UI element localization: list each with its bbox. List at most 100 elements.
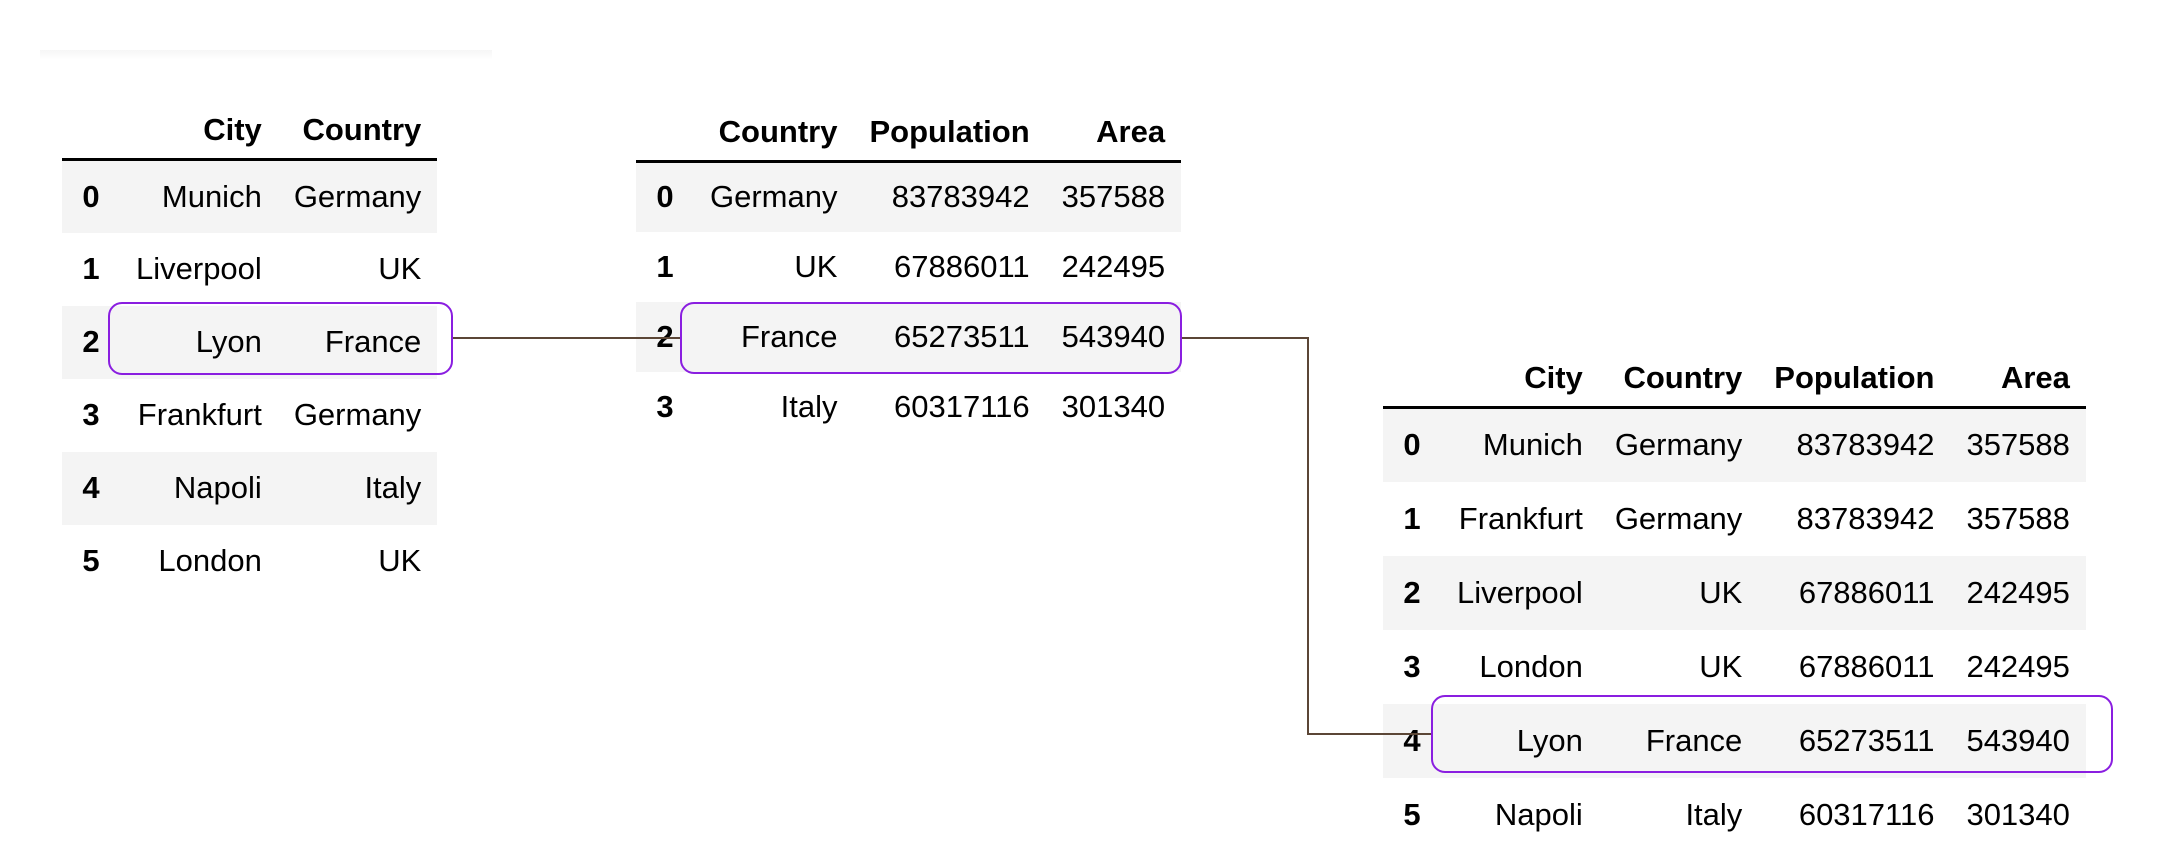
cell-population: 65273511 [1798,722,1935,758]
cell-city: Frankfurt [1458,500,1583,536]
cell-population: 65273511 [894,318,1030,354]
cell-city: London [1479,648,1583,684]
cell-city: Liverpool [136,251,262,286]
header-row: Country Population Area [636,100,1182,163]
column-header-city: City [1441,344,1599,409]
cell-area: 301340 [1061,388,1166,424]
table-row-highlighted: 2 Lyon France [62,305,438,379]
table-row: 3 London UK 67886011 242495 [1383,630,2086,704]
connector-right-to-merged [1181,337,1432,735]
cell-country: Italy [364,470,422,505]
table-row: 3 Italy 60317116 301340 [636,372,1181,442]
row-index: 2 [656,318,674,354]
column-header-country: Country [694,100,854,163]
cell-population: 67886011 [1798,648,1935,684]
table-row: 3 Frankfurt Germany [62,379,437,452]
row-index: 1 [656,248,674,284]
table-row: 0 Munich Germany [62,159,438,233]
column-header-area: Area [1950,344,2086,409]
cell-country: UK [1699,574,1743,610]
cell-city: Lyon [1516,722,1583,758]
cell-country: UK [794,248,838,284]
cell-population: 60317116 [1798,796,1935,832]
table-row: 5 London UK [62,525,437,598]
cell-country: Germany [710,179,838,215]
cell-country: Germany [1614,500,1743,536]
cell-population: 67886011 [1798,574,1935,610]
cell-city: Frankfurt [137,397,262,432]
row-index: 0 [1403,427,1421,463]
column-header-country: Country [277,100,438,161]
merged-dataframe: City Country Population Area 0 Munich Ge… [1383,344,2086,852]
cell-country: Germany [1614,427,1743,463]
row-index: 3 [82,397,100,432]
row-index: 2 [82,324,100,359]
table-row: 1 Liverpool UK [62,233,437,306]
cell-country: Germany [293,397,422,432]
cell-area: 242495 [1966,574,2070,610]
cell-area: 357588 [1061,179,1166,215]
right-dataframe: Country Population Area 0 Germany 837839… [636,100,1182,442]
table-row-highlighted: 2 France 65273511 543940 [636,301,1182,372]
row-index: 1 [82,251,100,286]
row-index: 2 [1403,574,1421,610]
table-row: 4 Napoli Italy [62,451,438,525]
table-row: 5 Napoli Italy 60317116 301340 [1383,778,2086,852]
cell-country: Germany [293,178,422,214]
cell-city: Napoli [1494,796,1583,832]
cell-country: UK [1699,648,1743,684]
cell-country: UK [378,251,422,286]
cell-area: 242495 [1966,648,2070,684]
table-row: 1 UK 67886011 242495 [636,232,1181,302]
cell-country: France [324,324,422,359]
table-row: 1 Frankfurt Germany 83783942 357588 [1383,482,2086,556]
cell-country: UK [378,543,422,578]
cell-area: 543940 [1061,318,1166,354]
row-index: 1 [1403,500,1421,536]
cell-area: 301340 [1966,796,2070,832]
cell-population: 60317116 [894,388,1030,424]
row-index: 0 [82,178,100,214]
cell-population: 67886011 [894,248,1030,284]
row-index: 5 [1403,796,1421,832]
left-dataframe: City Country 0 Munich Germany 1 Liverpoo… [62,100,438,598]
cell-area: 357588 [1966,427,2070,463]
row-index: 3 [656,388,674,424]
column-header-city: City [120,100,278,161]
table-row: 0 Germany 83783942 357588 [636,161,1182,232]
cell-city: Lyon [195,324,262,359]
table-row: 0 Munich Germany 83783942 357588 [1383,407,2086,482]
row-index: 3 [1403,648,1421,684]
cell-country: Italy [1685,796,1743,832]
cell-country: Italy [780,388,838,424]
column-header-area: Area [1045,100,1182,163]
cell-city: Munich [1482,427,1583,463]
column-header-population: Population [1758,344,1951,409]
index-header [636,100,694,163]
cell-population: 83783942 [891,179,1030,215]
cell-city: London [158,543,262,578]
cell-country: France [741,318,838,354]
header-row: City Country Population Area [1383,344,2086,409]
cell-population: 83783942 [1796,500,1935,536]
row-index: 0 [656,179,674,215]
cell-area: 242495 [1061,248,1166,284]
cell-city: Napoli [173,470,262,505]
cell-population: 83783942 [1796,427,1935,463]
header-row: City Country [62,100,438,161]
column-header-country: Country [1598,344,1759,409]
cell-city: Munich [161,178,262,214]
cell-city: Liverpool [1457,574,1583,610]
cell-country: France [1645,722,1743,758]
column-header-population: Population [853,100,1046,163]
row-index: 5 [82,543,100,578]
index-header [62,100,120,161]
top-shadow-strip [40,50,492,60]
row-index: 4 [1403,722,1421,758]
index-header [1383,344,1441,409]
table-row-highlighted: 4 Lyon France 65273511 543940 [1383,703,2086,778]
table-row: 2 Liverpool UK 67886011 242495 [1383,555,2086,630]
row-index: 4 [82,470,100,505]
cell-area: 357588 [1966,500,2070,536]
